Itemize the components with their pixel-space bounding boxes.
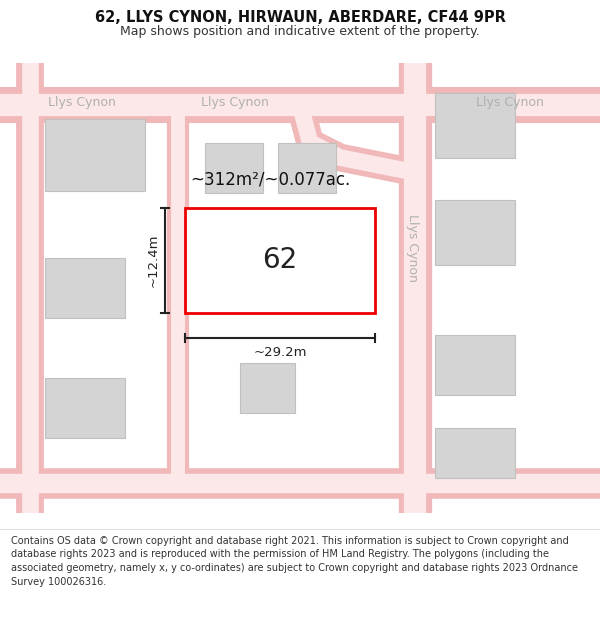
Bar <box>205 142 263 192</box>
Text: Map shows position and indicative extent of the property.: Map shows position and indicative extent… <box>120 26 480 39</box>
Text: 62, LLYS CYNON, HIRWAUN, ABERDARE, CF44 9PR: 62, LLYS CYNON, HIRWAUN, ABERDARE, CF44 … <box>95 10 505 25</box>
Bar <box>240 362 295 413</box>
Text: Llys Cynon: Llys Cynon <box>48 96 116 109</box>
Bar <box>45 378 125 438</box>
Text: Llys Cynon: Llys Cynon <box>476 96 544 109</box>
Bar <box>435 199 515 264</box>
Bar <box>435 92 515 158</box>
Text: ~12.4m: ~12.4m <box>147 233 160 287</box>
Bar <box>278 142 336 192</box>
Bar <box>45 258 125 318</box>
Bar <box>45 119 145 191</box>
Bar <box>435 428 515 478</box>
Text: Llys Cynon: Llys Cynon <box>407 214 419 281</box>
Bar <box>435 334 515 394</box>
Text: Contains OS data © Crown copyright and database right 2021. This information is : Contains OS data © Crown copyright and d… <box>11 536 578 587</box>
Text: 62: 62 <box>262 246 298 274</box>
Text: Llys Cynon: Llys Cynon <box>201 96 269 109</box>
Text: ~29.2m: ~29.2m <box>253 346 307 359</box>
Text: ~312m²/~0.077ac.: ~312m²/~0.077ac. <box>190 171 350 189</box>
Bar <box>185 208 375 312</box>
